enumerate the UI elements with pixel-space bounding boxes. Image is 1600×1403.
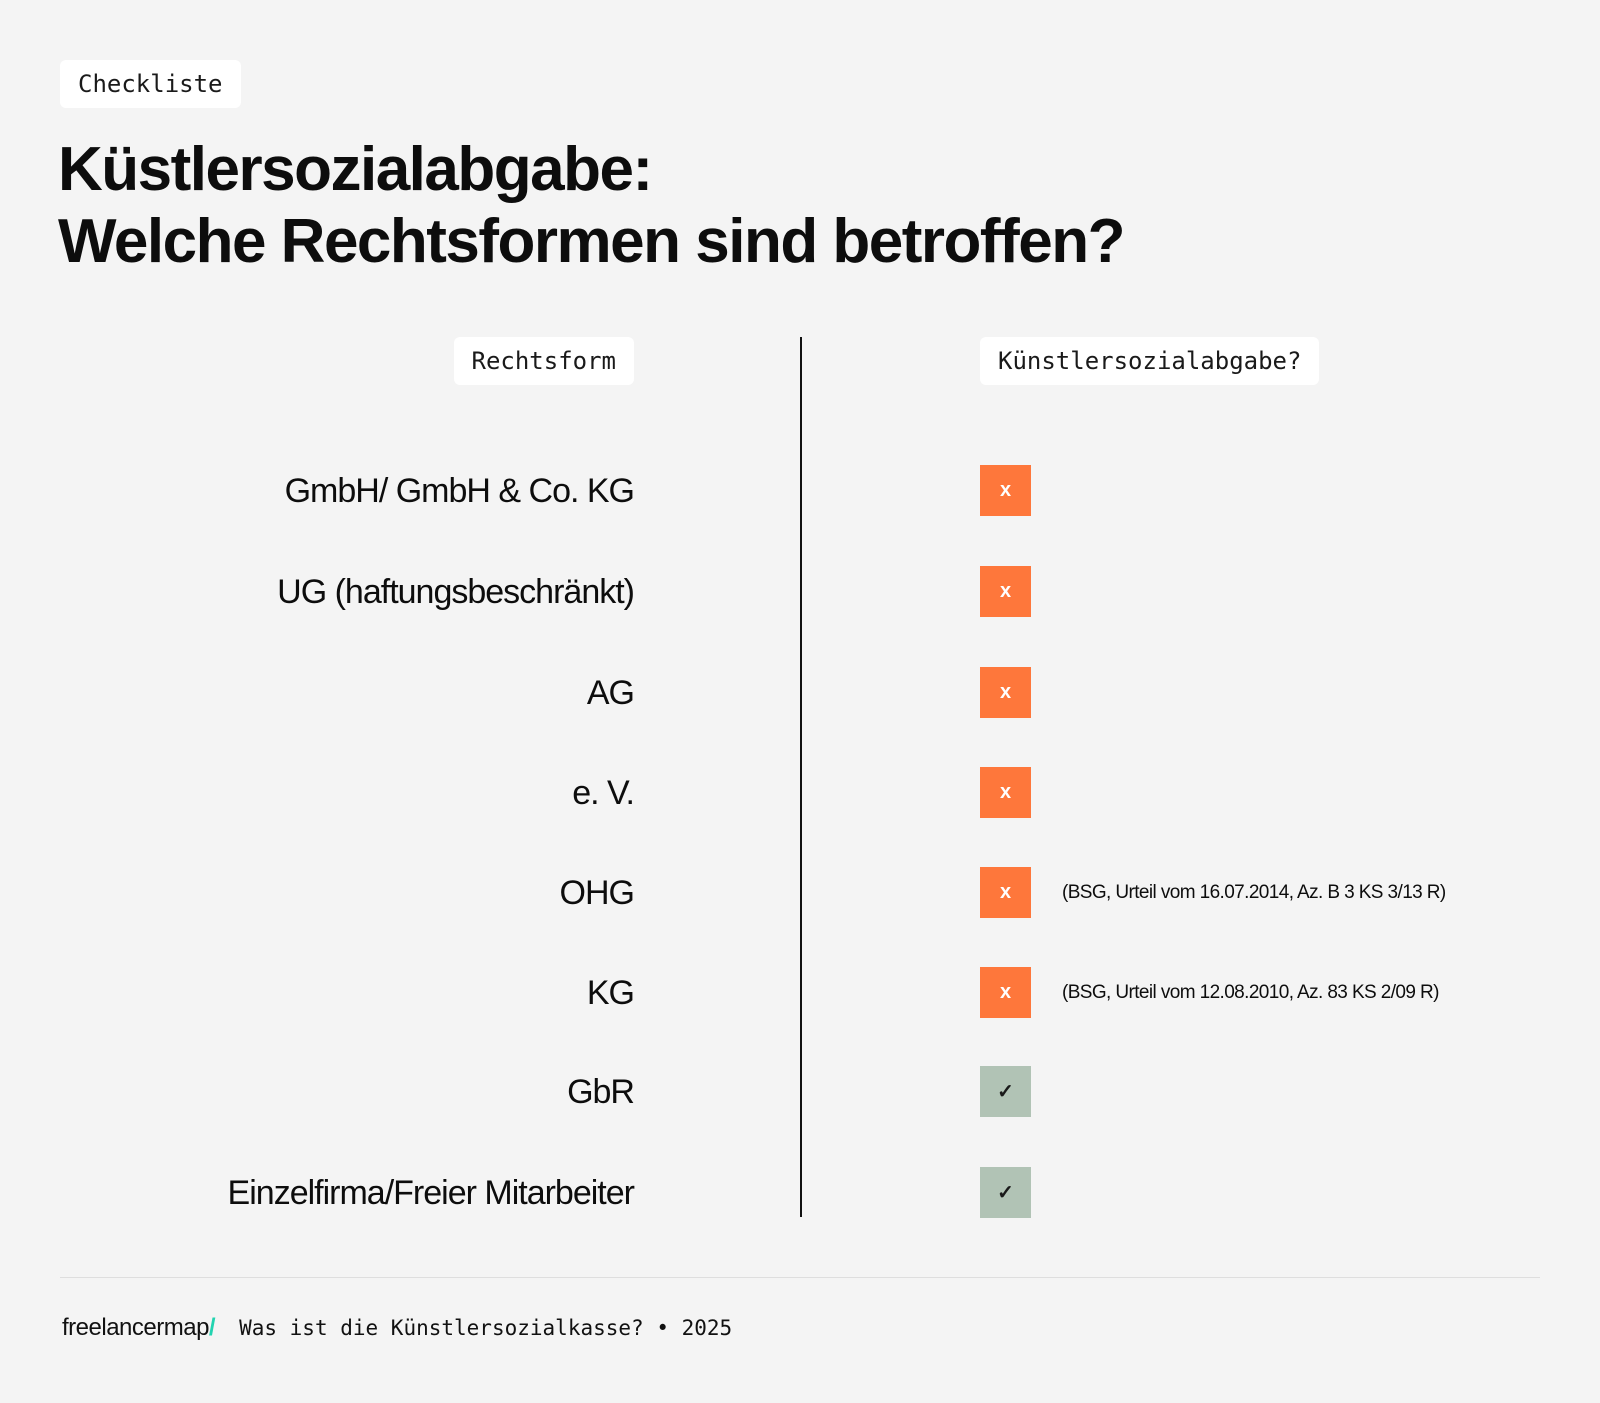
cross-icon: x <box>980 967 1031 1018</box>
logo-text: freelancermap <box>62 1314 209 1341</box>
rechtsform-label: OHG <box>559 874 635 912</box>
rechtsform-label: e. V. <box>572 774 635 812</box>
footer-caption: Was ist die Künstlersozialkasse? • 2025 <box>239 1316 733 1340</box>
rechtsform-label: UG (haftungsbeschränkt) <box>277 573 635 611</box>
rechtsform-label: Einzelfirma/Freier Mitarbeiter <box>227 1174 635 1212</box>
category-tag: Checkliste <box>60 60 241 108</box>
check-icon: ✓ <box>980 1066 1031 1117</box>
rechtsform-label: GbR <box>567 1073 635 1111</box>
cross-icon: x <box>980 667 1031 718</box>
cross-icon: x <box>980 867 1031 918</box>
check-icon: ✓ <box>980 1167 1031 1218</box>
logo-slash: / <box>208 1314 216 1341</box>
table-row: AG x <box>0 667 1600 719</box>
table-row: Einzelfirma/Freier Mitarbeiter ✓ <box>0 1167 1600 1219</box>
court-ruling-note: (BSG, Urteil vom 12.08.2010, Az. 83 KS 2… <box>1062 982 1439 1003</box>
table-row: UG (haftungsbeschränkt) x <box>0 566 1600 618</box>
table-row: GmbH/ GmbH & Co. KG x <box>0 465 1600 517</box>
table-row: e. V. x <box>0 767 1600 819</box>
cross-icon: x <box>980 767 1031 818</box>
column-header-abgabe: Künstlersozialabgabe? <box>980 337 1320 385</box>
brand-logo: freelancermap/ <box>62 1314 216 1342</box>
rechtsform-label: AG <box>586 674 635 712</box>
table-row: GbR ✓ <box>0 1066 1600 1118</box>
footer: freelancermap/ Was ist die Künstlersozia… <box>62 1314 732 1342</box>
title-line-1: Küstlersozialabgabe: <box>58 135 653 204</box>
footer-divider <box>60 1277 1540 1278</box>
title-line-2: Welche Rechtsformen sind betroffen? <box>58 207 1125 276</box>
column-header-rechtsform: Rechtsform <box>453 337 634 385</box>
table-row: OHG x (BSG, Urteil vom 16.07.2014, Az. B 3… <box>0 867 1600 919</box>
cross-icon: x <box>980 566 1031 617</box>
court-ruling-note: (BSG, Urteil vom 16.07.2014, Az. B 3 KS … <box>1062 882 1446 903</box>
cross-icon: x <box>980 465 1031 516</box>
page-title: Küstlersozialabgabe: Welche Rechtsformen… <box>58 134 1125 278</box>
rechtsform-label: GmbH/ GmbH & Co. KG <box>284 472 635 510</box>
table-row: KG x (BSG, Urteil vom 12.08.2010, Az. 83 K… <box>0 967 1600 1019</box>
column-divider <box>800 337 802 1217</box>
rechtsform-label: KG <box>586 974 635 1012</box>
